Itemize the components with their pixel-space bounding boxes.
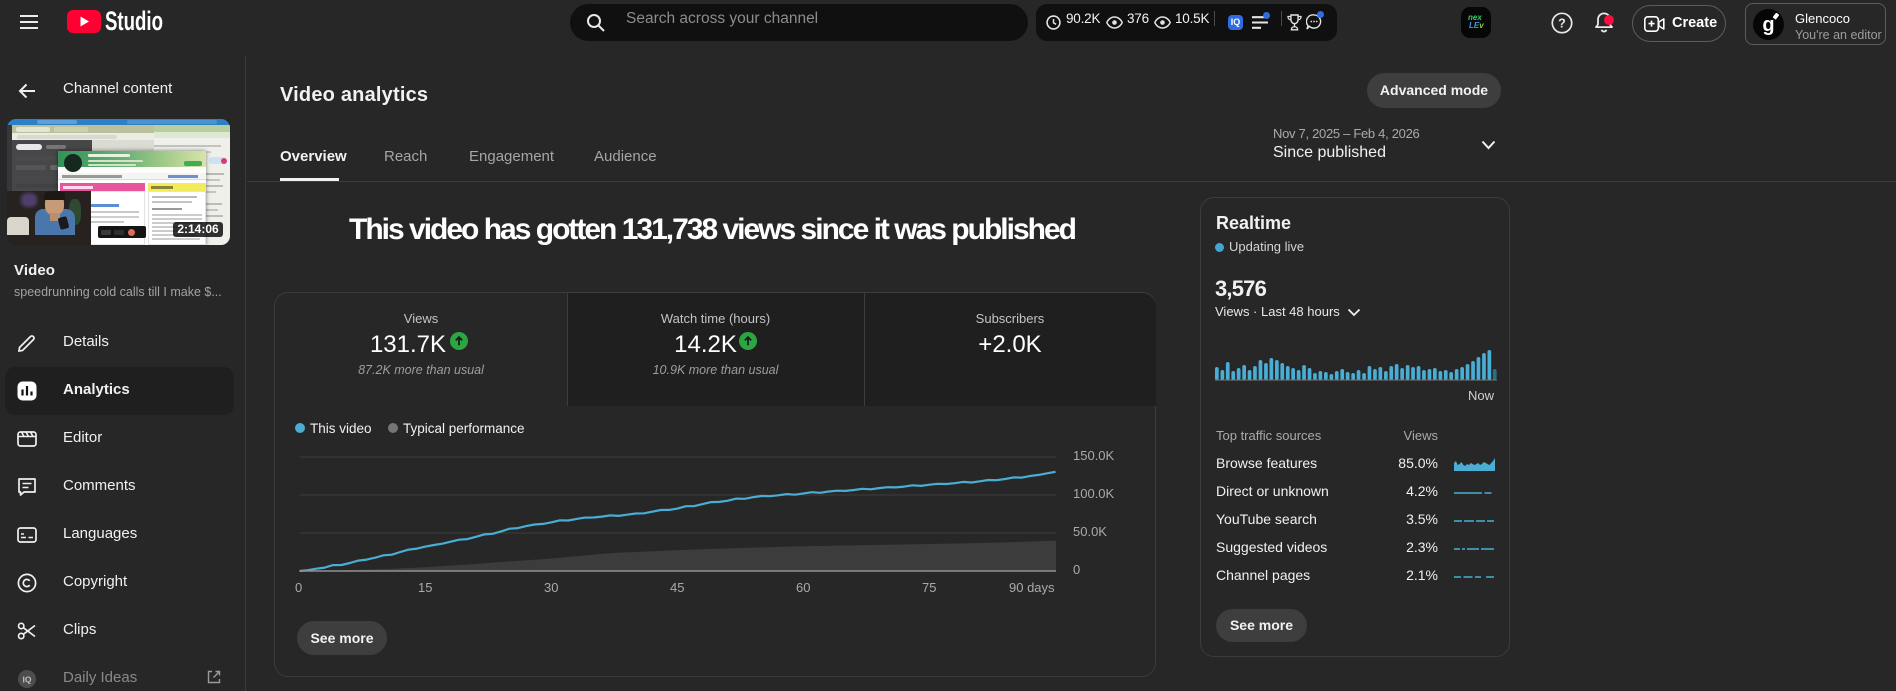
svg-text:IQ: IQ <box>23 675 32 685</box>
svg-text:Studio: Studio <box>105 8 163 36</box>
svg-text:?: ? <box>1558 17 1566 31</box>
